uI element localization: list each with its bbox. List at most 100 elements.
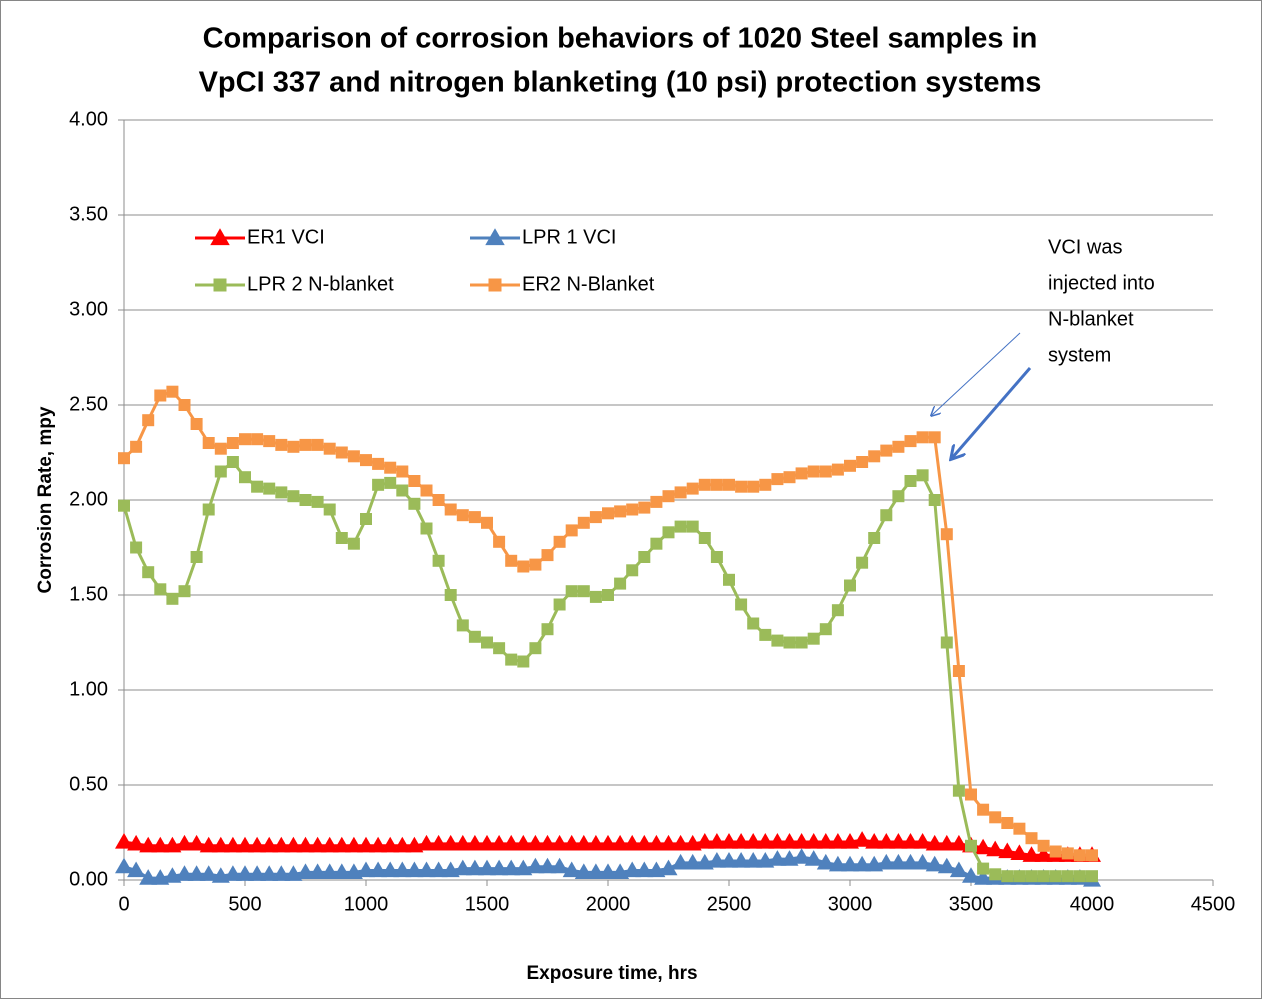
data-point [1061, 870, 1074, 883]
data-point [698, 478, 711, 491]
data-point [865, 833, 884, 849]
data-point [626, 564, 639, 577]
data-point [940, 528, 953, 541]
data-point [574, 863, 593, 879]
data-point [405, 861, 424, 878]
data-point [831, 604, 844, 617]
data-point [880, 444, 893, 457]
legend-label: ER2 N-Blanket [522, 273, 655, 295]
x-tick-label: 4500 [1191, 893, 1236, 915]
data-point [465, 834, 484, 851]
data-point [928, 431, 941, 444]
data-point [118, 499, 130, 512]
y-tick-label: 0.50 [69, 773, 108, 795]
data-point [335, 532, 348, 544]
data-point [759, 628, 772, 641]
data-point [635, 834, 654, 851]
data-point [732, 852, 751, 868]
data-point [502, 834, 521, 851]
data-point [360, 513, 372, 525]
data-point [795, 636, 808, 649]
data-point [344, 836, 363, 853]
y-tick-label: 2.50 [69, 393, 108, 415]
data-point [420, 484, 433, 497]
data-point [710, 478, 723, 491]
data-point [550, 857, 569, 874]
data-point [118, 452, 130, 465]
data-point [202, 437, 215, 449]
data-point [783, 636, 796, 649]
y-tick-label: 2.00 [69, 488, 108, 510]
data-point [272, 865, 291, 881]
data-point [175, 865, 194, 881]
data-point [408, 497, 421, 510]
data-point [260, 836, 279, 853]
data-point [674, 520, 687, 533]
data-point [347, 450, 360, 463]
data-point [417, 861, 436, 878]
data-point [819, 465, 832, 478]
data-point [420, 522, 433, 535]
chart-title: Comparison of corrosion behaviors of 102… [203, 23, 1038, 55]
data-point [517, 655, 530, 668]
data-point [505, 554, 518, 567]
data-point [226, 437, 239, 449]
legend-marker [213, 278, 227, 292]
y-tick-label: 4.00 [69, 108, 108, 130]
data-point [529, 558, 542, 571]
data-point [695, 833, 714, 849]
data-point [647, 834, 666, 851]
data-point [965, 839, 977, 852]
data-point [586, 863, 605, 879]
data-point [768, 833, 787, 849]
data-point [481, 516, 493, 529]
data-point [565, 524, 578, 537]
data-point [417, 834, 436, 851]
data-point [756, 833, 775, 849]
data-point [490, 834, 509, 851]
data-point [952, 784, 965, 797]
data-point [732, 833, 751, 849]
data-point [263, 435, 276, 448]
data-point [260, 865, 279, 881]
data-point [747, 480, 760, 493]
annotation: injected into [1048, 272, 1155, 294]
data-point [599, 863, 617, 879]
data-point [384, 476, 397, 489]
data-point [744, 852, 763, 868]
data-point [771, 634, 784, 647]
data-point [707, 833, 726, 849]
data-point [614, 577, 627, 590]
data-point [868, 450, 881, 463]
data-point [226, 456, 239, 468]
data-point [1025, 832, 1038, 845]
data-point [478, 834, 496, 851]
data-point [698, 532, 711, 544]
data-point [239, 471, 251, 484]
legend-label: ER1 VCI [247, 226, 325, 248]
data-point [589, 590, 602, 603]
data-point [747, 617, 760, 630]
data-point [396, 465, 409, 478]
data-point [429, 861, 448, 878]
data-point [308, 836, 327, 853]
data-point [541, 549, 554, 562]
data-point [623, 861, 642, 878]
data-point [369, 861, 388, 878]
data-point [804, 850, 823, 866]
data-point [577, 516, 590, 529]
data-point [320, 863, 339, 879]
data-point [550, 834, 569, 851]
data-point [187, 865, 206, 881]
data-point [686, 482, 699, 495]
data-point [889, 853, 908, 870]
plot-area: 0.00 0.50 1.00 1.50 2.00 2.50 3.00 3.50 4.00 0 500… [69, 108, 1235, 915]
data-point [635, 861, 654, 878]
data-point [977, 803, 990, 816]
data-point [308, 863, 327, 879]
data-point [465, 859, 484, 876]
data-point [844, 459, 856, 472]
data-point [659, 834, 678, 851]
data-point [768, 850, 787, 866]
